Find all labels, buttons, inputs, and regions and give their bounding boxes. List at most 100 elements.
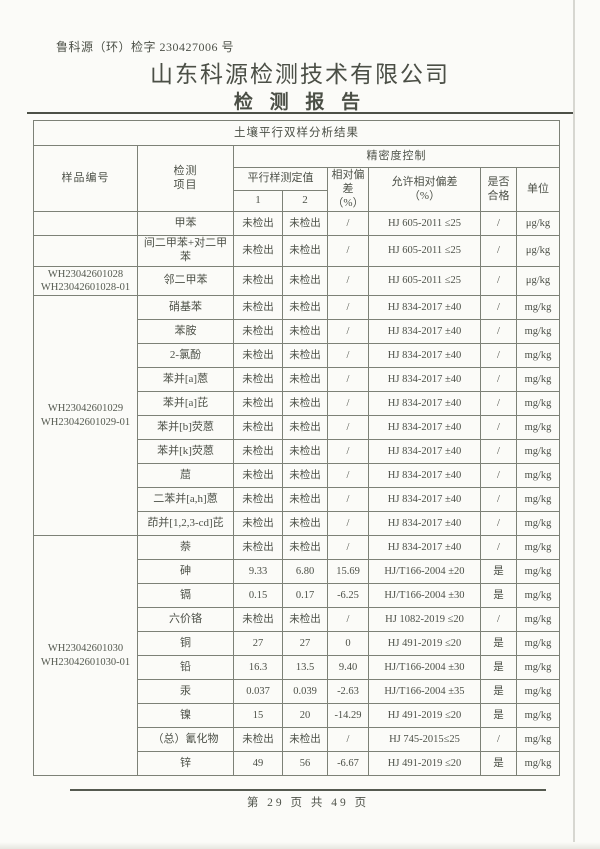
qualified-cell: / — [480, 439, 517, 464]
allowed-deviation-cell: HJ 491-2019 ≤20 — [368, 631, 481, 656]
table-row: 苯胺 未检出 未检出 / HJ 834-2017 ±40/mg/kg — [34, 319, 560, 344]
value-1-cell: 0.15 — [233, 583, 283, 608]
table-row: 二苯并[a,h]蒽 未检出 未检出 / HJ 834-2017 ±40/mg/kg — [34, 487, 560, 512]
value-1-cell: 未检出 — [233, 211, 283, 237]
header-allowed-deviation: 允许相对偏差 （%） — [368, 166, 481, 213]
allowed-deviation-cell: HJ 834-2017 ±40 — [368, 415, 481, 440]
value-1-cell: 9.33 — [233, 559, 283, 584]
unit-cell: mg/kg — [516, 463, 560, 488]
header-precision-control: 精密度控制 — [233, 145, 560, 168]
table-row: 铜 27 27 0 HJ 491-2019 ≤20 是 mg/kg — [34, 631, 560, 656]
item-cell: 䓛 — [137, 463, 234, 488]
table-row: WH23042601030 WH23042601030-01 萘未检出 未检出 / HJ… — [33, 535, 560, 776]
header-row-1: 样品编号 检测 项目 精密度控制 — [33, 144, 560, 213]
value-1-cell: 未检出 — [233, 439, 283, 464]
value-2-cell: 未检出 — [282, 535, 328, 560]
item-cell: 苯并[k]荧蒽 — [137, 439, 234, 464]
item-cell: （总）氰化物 — [137, 727, 234, 752]
allowed-deviation-cell: HJ 834-2017 ±40 — [368, 295, 481, 320]
deviation-cell: 9.40 — [327, 655, 369, 680]
deviation-cell: / — [327, 343, 369, 368]
unit-cell: mg/kg — [516, 607, 560, 632]
qualified-cell: / — [480, 463, 517, 488]
table-row: 甲苯 未检出 未检出 / HJ 605-2011 ≤25/μg/kg — [33, 211, 560, 237]
value-2-cell: 未检出 — [282, 727, 328, 752]
qualified-cell: 是 — [480, 703, 517, 728]
qualified-cell: / — [480, 415, 517, 440]
value-2-cell: 未检出 — [282, 415, 328, 440]
value-2-cell: 未检出 — [282, 511, 328, 536]
qualified-cell: 是 — [480, 631, 517, 656]
qualified-cell: 是 — [480, 655, 517, 680]
sample-id-cell: WH23042601029 WH23042601029-01 — [33, 295, 138, 536]
qualified-cell: / — [480, 367, 517, 392]
deviation-cell: / — [327, 463, 369, 488]
value-1-cell: 未检出 — [233, 391, 283, 416]
allowed-deviation-cell: HJ/T166-2004 ±20 — [368, 559, 481, 584]
value-1-cell: 未检出 — [233, 319, 283, 344]
header-parallel-2: 2 — [282, 190, 328, 213]
qualified-cell: / — [480, 343, 517, 368]
value-2-cell: 未检出 — [282, 487, 328, 512]
unit-cell: mg/kg — [516, 319, 560, 344]
deviation-cell: / — [327, 535, 369, 560]
deviation-cell: / — [327, 235, 369, 267]
item-cell: 苯并[a]芘 — [137, 391, 234, 416]
header-divider — [27, 112, 573, 114]
deviation-cell: / — [327, 487, 369, 512]
deviation-cell: / — [327, 511, 369, 536]
deviation-cell: / — [327, 211, 369, 237]
sample-id-cell: WH23042601028 WH23042601028-01 — [33, 265, 138, 297]
header-parallel-values: 平行样测定值 — [233, 166, 328, 192]
qualified-cell: 是 — [480, 559, 517, 584]
table-row: 间二甲苯+对二甲苯 未检出 未检出 / HJ 605-2011 ≤25/μg/kg — [33, 235, 560, 267]
allowed-deviation-cell: HJ 834-2017 ±40 — [368, 535, 481, 560]
table-title: 土壤平行双样分析结果 — [33, 120, 560, 146]
value-2-cell: 未检出 — [282, 211, 328, 237]
deviation-cell: -6.67 — [327, 751, 369, 776]
table-row: 䓛未检出 未检出 / HJ 834-2017 ±40/mg/kg — [34, 463, 560, 488]
allowed-deviation-cell: HJ 834-2017 ±40 — [368, 463, 481, 488]
value-1-cell: 未检出 — [233, 415, 283, 440]
value-2-cell: 未检出 — [282, 391, 328, 416]
item-cell: 二苯并[a,h]蒽 — [137, 487, 234, 512]
item-cell: 硝基苯 — [137, 295, 234, 320]
allowed-deviation-cell: HJ 605-2011 ≤25 — [368, 265, 481, 297]
scan-edge — [573, 0, 575, 849]
value-2-cell: 20 — [282, 703, 328, 728]
qualified-cell: / — [480, 319, 517, 344]
unit-cell: mg/kg — [516, 439, 560, 464]
item-cell: 苯并[a]蒽 — [137, 367, 234, 392]
table-title-row: 土壤平行双样分析结果 — [33, 120, 560, 146]
allowed-deviation-cell: HJ 605-2011 ≤25 — [368, 235, 481, 267]
unit-cell: mg/kg — [516, 511, 560, 536]
value-2-cell: 56 — [282, 751, 328, 776]
allowed-deviation-cell: HJ/T166-2004 ±30 — [368, 655, 481, 680]
deviation-cell: / — [327, 439, 369, 464]
table-row: 苯并[a]蒽 未检出 未检出 / HJ 834-2017 ±40/mg/kg — [34, 367, 560, 392]
deviation-cell: / — [327, 265, 369, 297]
table-row: 苯并[a]芘 未检出 未检出 / HJ 834-2017 ±40/mg/kg — [34, 391, 560, 416]
unit-cell: mg/kg — [516, 415, 560, 440]
unit-cell: mg/kg — [516, 727, 560, 752]
value-2-cell: 未检出 — [282, 265, 328, 297]
analysis-table: 土壤平行双样分析结果 样品编号 检测 项目 精密度控制 平行样测定值 相对偏 差… — [33, 120, 560, 776]
unit-cell: μg/kg — [516, 235, 560, 267]
deviation-cell: -14.29 — [327, 703, 369, 728]
report-title: 检 测 报 告 — [233, 92, 367, 113]
unit-cell: μg/kg — [516, 211, 560, 237]
table-row: 茚并[1,2,3-cd]芘 未检出 未检出 / HJ 834-2017 ±40/mg/k… — [34, 511, 560, 536]
page-number: 第 29 页 共 49 页 — [246, 797, 370, 809]
deviation-cell: / — [327, 391, 369, 416]
table-row: 苯并[k]荧蒽 未检出 未检出 / HJ 834-2017 ±40/mg/kg — [34, 439, 560, 464]
allowed-deviation-cell: HJ 605-2011 ≤25 — [368, 211, 481, 237]
footer-divider — [70, 789, 546, 791]
value-1-cell: 未检出 — [233, 265, 283, 297]
value-1-cell: 49 — [233, 751, 283, 776]
item-cell: 间二甲苯+对二甲苯 — [137, 235, 234, 267]
unit-cell: mg/kg — [516, 703, 560, 728]
item-cell: 铜 — [137, 631, 234, 656]
allowed-deviation-cell: HJ/T166-2004 ±35 — [368, 679, 481, 704]
item-cell: 铅 — [137, 655, 234, 680]
value-1-cell: 未检出 — [233, 463, 283, 488]
